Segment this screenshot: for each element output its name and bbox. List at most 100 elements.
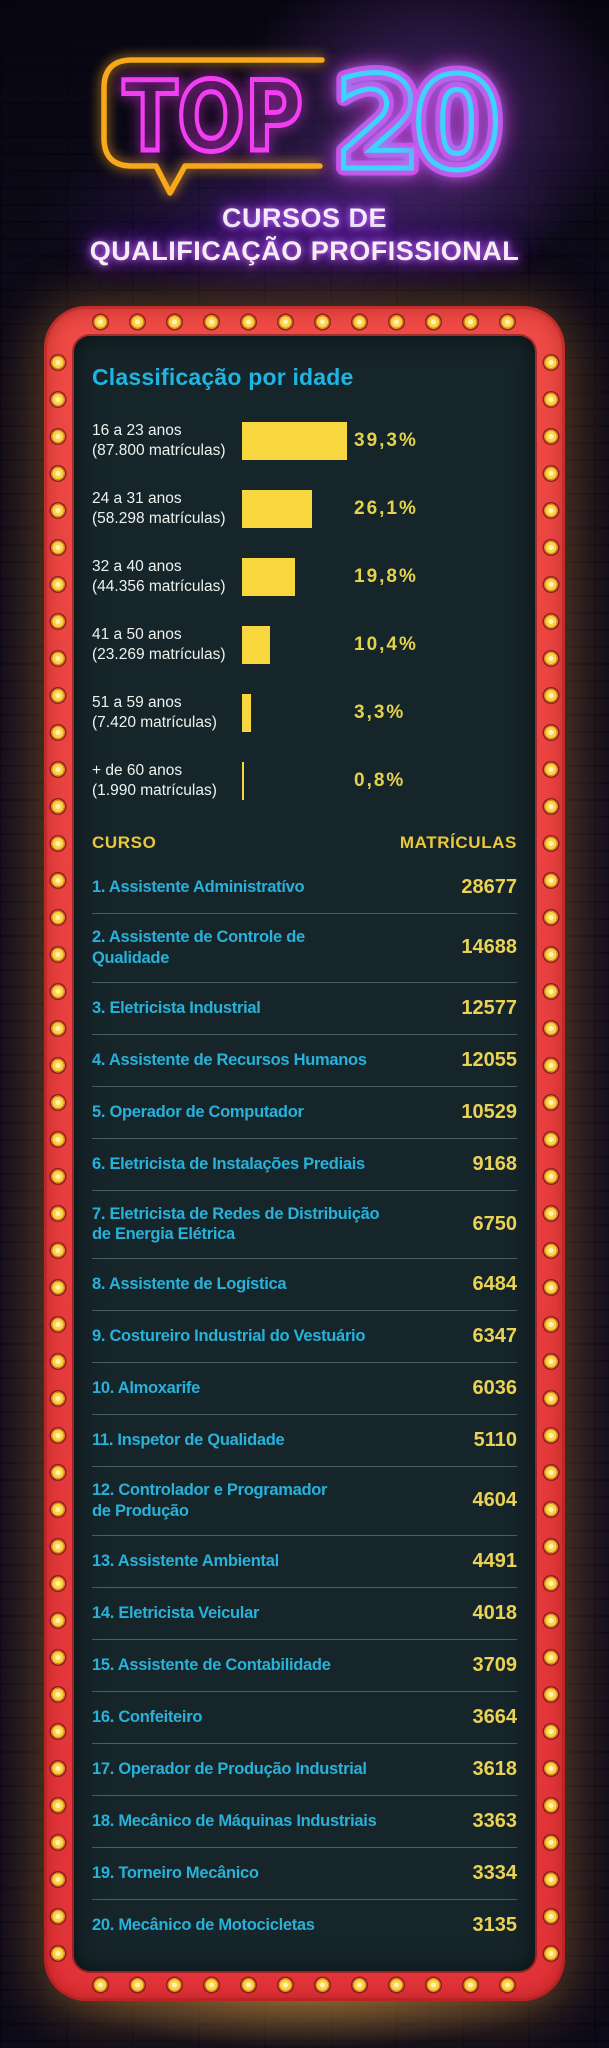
speech-bubble-outline xyxy=(101,57,325,196)
enrollment-value: 3334 xyxy=(472,1861,518,1884)
enrollment-value: 12577 xyxy=(461,996,517,1019)
value-bar xyxy=(242,422,347,460)
table-row: 9. Costureiro Industrial do Vestuário 634… xyxy=(92,1310,517,1362)
course-name: 8. Assistente de Logística xyxy=(92,1275,287,1294)
course-name: 16. Confeiteiro xyxy=(92,1707,203,1726)
table-row: 17. Operador de Produção Industrial 3618 xyxy=(92,1742,518,1795)
course-name: 18. Mecânico de Máquinas Industriais xyxy=(92,1811,377,1830)
table-row: 14. Eletricista Veicular 4018 xyxy=(92,1586,518,1639)
value-bar xyxy=(242,626,270,664)
enrollment-value: 3664 xyxy=(472,1705,518,1728)
enrollment-value: 10529 xyxy=(461,1100,517,1123)
sign-digit-0-outline: 0 xyxy=(412,50,501,199)
table-header: CURSO MATRÍCULAS xyxy=(92,815,517,861)
sign-digit-0: 0 xyxy=(412,50,501,199)
age-range: 24 a 31 anos xyxy=(92,490,182,508)
percent-label: 39,3% xyxy=(354,430,418,451)
enrollment-sublabel: (23.269 matrículas) xyxy=(92,646,226,663)
enrollment-value: 28677 xyxy=(461,875,517,898)
age-range: 41 a 50 anos xyxy=(92,626,182,644)
percent-label: 10,4% xyxy=(354,634,418,655)
chart-title: Classificação por idade xyxy=(92,364,354,390)
age-chart: 16 a 23 anos (87.800 matrículas) 39,3% 24… xyxy=(92,407,517,815)
chart-row: 51 a 59 anos (7.420 matrículas) 3,3% xyxy=(92,679,517,747)
enrollment-sublabel: (87.800 matrículas) xyxy=(92,442,226,459)
course-name: 14. Eletricista Veicular xyxy=(92,1603,260,1622)
age-range: 51 a 59 anos xyxy=(92,694,182,712)
enrollment-sublabel: (1.990 matrículas) xyxy=(92,782,217,799)
table-row: 19. Torneiro Mecânico 3334 xyxy=(92,1846,518,1899)
age-label: + de 60 anos (1.990 matrículas) xyxy=(92,761,242,801)
enrollment-value: 6036 xyxy=(472,1377,518,1400)
chart-row: 24 a 31 anos (58.298 matrículas) 26,1% xyxy=(92,475,517,543)
percent-label: 0,8% xyxy=(354,770,406,791)
enrollment-value: 3709 xyxy=(472,1653,518,1676)
table-row: 10. Almoxarife 6036 xyxy=(92,1362,517,1414)
course-name: 7. Eletricista de Redes de Distribuição … xyxy=(92,1204,380,1244)
course-name: 5. Operador de Computador xyxy=(92,1102,304,1121)
age-label: 16 a 23 anos (87.800 matrículas) xyxy=(92,421,242,461)
chart-row: 41 a 50 anos (23.269 matrículas) 10,4% xyxy=(92,611,517,679)
enrollment-value: 4491 xyxy=(472,1549,518,1572)
chart-row: 32 a 40 anos (44.356 matrículas) 19,8% xyxy=(92,543,517,611)
enrollment-column-header: MATRÍCULAS xyxy=(399,833,517,852)
neon-sign: TOP 2 2 0 0 CURSOS DE QUALIFICAÇÃO PROFI… xyxy=(0,0,609,300)
marquee-card: Classificação por idade 16 a 23 anos (87.… xyxy=(44,306,565,2001)
sign-digit-2-outline: 2 xyxy=(333,50,422,199)
bar-zone xyxy=(242,558,354,596)
course-name: 1. Assistente Administratívo xyxy=(92,877,305,896)
bar-zone xyxy=(242,490,354,528)
table-row: 12. Controlador e Programador de Produçã… xyxy=(92,1466,517,1535)
table-row: 11. Inspetor de Qualidade 5110 xyxy=(92,1414,517,1466)
enrollment-value: 12055 xyxy=(461,1048,517,1071)
table-row: 6. Eletricista de Instalações Prediais 91… xyxy=(92,1137,518,1190)
info-panel: Classificação por idade 16 a 23 anos (87.… xyxy=(74,336,535,1971)
age-range: 16 a 23 anos xyxy=(92,422,182,440)
value-bar xyxy=(242,762,245,800)
enrollment-value: 3135 xyxy=(472,1913,518,1936)
course-name: 6. Eletricista de Instalações Prediais xyxy=(92,1154,365,1173)
page-title: CURSOS DE QUALIFICAÇÃO PROFISSIONAL xyxy=(0,202,609,268)
value-bar xyxy=(242,490,312,528)
table-row: 5. Operador de Computador 10529 xyxy=(92,1085,517,1138)
page-title-line1: CURSOS DE xyxy=(221,203,388,233)
table-row: 1. Assistente Administratívo 28677 xyxy=(92,861,517,913)
bar-zone xyxy=(242,762,354,800)
chart-row: + de 60 anos (1.990 matrículas) 0,8% xyxy=(92,747,517,815)
neon-sign-graphic: TOP 2 2 0 0 xyxy=(101,43,509,207)
enrollment-sublabel: (7.420 matrículas) xyxy=(92,714,217,731)
table-row: 8. Assistente de Logística 6484 xyxy=(92,1258,517,1310)
enrollment-value: 14688 xyxy=(461,936,517,959)
enrollment-value: 9168 xyxy=(472,1152,518,1175)
table-row: 15. Assistente de Contabilidade 3709 xyxy=(92,1638,518,1691)
bar-zone xyxy=(242,422,354,460)
course-name: 11. Inspetor de Qualidade xyxy=(92,1431,285,1450)
course-column-header: CURSO xyxy=(92,833,157,852)
enrollment-value: 3618 xyxy=(472,1757,518,1780)
bar-zone xyxy=(242,626,354,664)
course-name: 20. Mecânico de Motocicletas xyxy=(92,1915,315,1934)
age-label: 24 a 31 anos (58.298 matrículas) xyxy=(92,489,242,529)
table-row: 13. Assistente Ambiental 4491 xyxy=(92,1534,518,1587)
marquee-bulbs-top xyxy=(82,312,527,332)
table-row: 2. Assistente de Controle de Qualidade 14… xyxy=(92,913,517,982)
table-row: 20. Mecânico de Motocicletas 3135 xyxy=(92,1898,518,1951)
course-table: 1. Assistente Administratívo 28677 2. Ass… xyxy=(92,861,517,1951)
course-name: 4. Assistente de Recursos Humanos xyxy=(92,1050,367,1069)
enrollment-value: 6484 xyxy=(472,1273,518,1296)
enrollment-value: 5110 xyxy=(473,1429,517,1452)
percent-label: 26,1% xyxy=(354,498,418,519)
age-range: 32 a 40 anos xyxy=(92,558,182,576)
bar-zone xyxy=(242,694,354,732)
enrollment-value: 4604 xyxy=(472,1489,518,1512)
sign-digit-2: 2 xyxy=(333,50,422,199)
table-row: 4. Assistente de Recursos Humanos 12055 xyxy=(92,1033,517,1086)
course-name: 12. Controlador e Programador de Produçã… xyxy=(92,1481,328,1520)
course-name: 10. Almoxarife xyxy=(92,1379,200,1398)
page-title-line2: QUALIFICAÇÃO PROFISSIONAL xyxy=(89,236,520,267)
marquee-bulbs-bottom xyxy=(82,1975,527,1995)
marquee-bulbs-right xyxy=(541,344,561,1963)
course-name: 2. Assistente de Controle de Qualidade xyxy=(92,928,305,967)
course-name: 9. Costureiro Industrial do Vestuário xyxy=(92,1327,366,1346)
enrollment-value: 4018 xyxy=(472,1601,518,1624)
